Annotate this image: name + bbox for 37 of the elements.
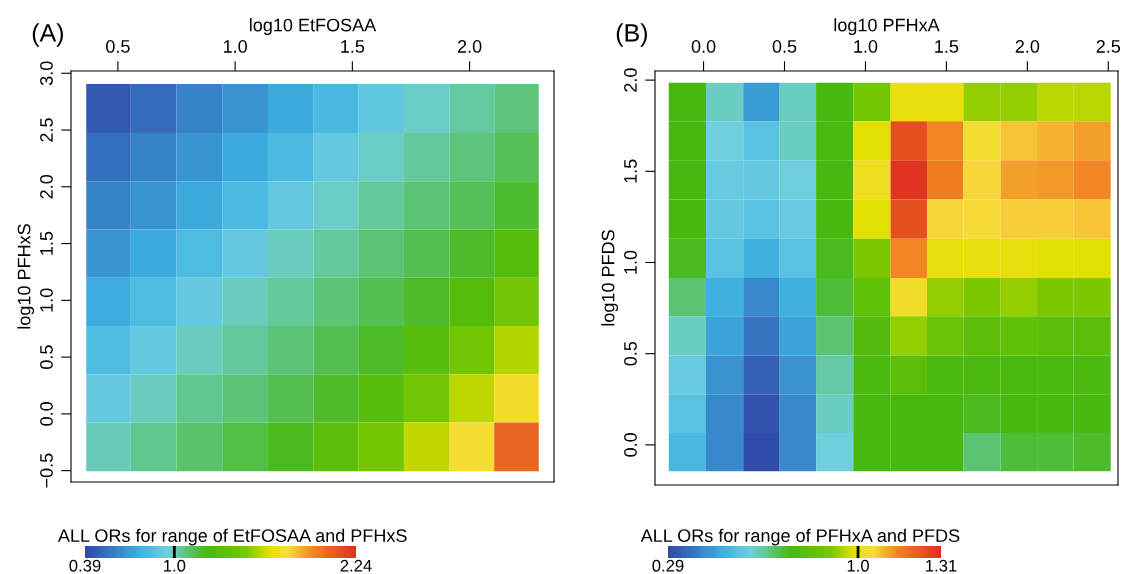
- color-bar-title: ALL ORs for range of EtFOSAA and PFHxS: [57, 528, 407, 546]
- color-bar-label: 2.24: [340, 559, 372, 572]
- text: (B): [616, 23, 647, 47]
- color-bar-label: 0.29: [652, 559, 684, 572]
- x-tick-label: 2.0: [457, 40, 482, 53]
- y-tick-label: −0.5: [40, 453, 53, 488]
- color-bar-label: 1.0: [164, 559, 186, 572]
- y-tick-label: 1.0: [40, 288, 53, 312]
- x-tick-label: 0.0: [691, 40, 716, 53]
- y-axis-title: log10 PFHxS: [17, 224, 35, 329]
- x-axis-title: log10 EtFOSAA: [249, 18, 377, 35]
- y-tick-label: 1.5: [40, 231, 53, 255]
- y-tick-label: 0.0: [624, 433, 637, 457]
- x-tick-label: 2.5: [1096, 40, 1121, 53]
- y-tick-label: 0.5: [624, 341, 637, 366]
- color-bar-label: 0.39: [69, 559, 101, 572]
- x-tick-label: 0.5: [772, 40, 797, 53]
- color-bar-title: ALL ORs for range of PFHxA and PFDS: [640, 528, 960, 546]
- y-tick-label: 3.0: [40, 61, 53, 86]
- y-tick-label: 0.0: [40, 402, 53, 426]
- y-tick-label: 2.0: [624, 68, 637, 92]
- y-tick-label: 1.0: [624, 250, 637, 274]
- x-tick-label: 2.0: [1015, 40, 1040, 53]
- x-tick-label: 1.0: [223, 40, 247, 53]
- x-tick-label: 1.5: [935, 40, 959, 53]
- y-tick-label: 1.5: [624, 159, 637, 183]
- x-tick-label: 1.0: [854, 40, 878, 53]
- text: (A): [32, 23, 63, 47]
- y-axis-title: log10 PFDS: [601, 230, 619, 326]
- x-tick-label: 1.5: [341, 40, 365, 53]
- x-tick-label: 0.5: [106, 40, 130, 53]
- y-tick-label: 0.5: [40, 345, 53, 369]
- y-tick-label: 2.0: [40, 174, 53, 199]
- x-axis-title: log10 PFHxA: [834, 18, 940, 35]
- color-bar-label: 1.31: [926, 559, 957, 572]
- y-tick-label: 2.5: [40, 118, 53, 142]
- color-bar-label: 1.0: [847, 559, 869, 572]
